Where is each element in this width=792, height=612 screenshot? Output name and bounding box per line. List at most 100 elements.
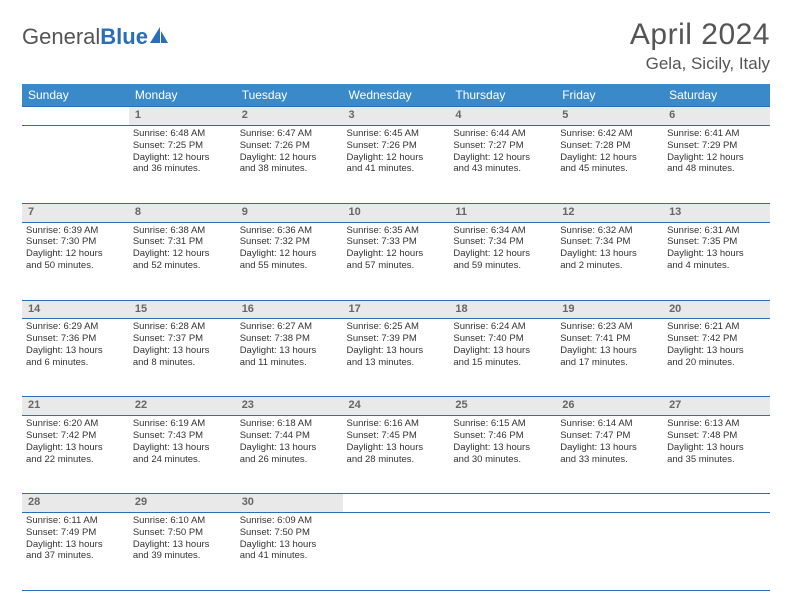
daylight-line: and 37 minutes. <box>26 550 125 562</box>
day-cell: Sunrise: 6:11 AMSunset: 7:49 PMDaylight:… <box>22 512 129 590</box>
logo-sail-icon <box>148 25 170 50</box>
sunrise-line: Sunrise: 6:21 AM <box>667 321 766 333</box>
logo: GeneralBlue <box>22 18 170 50</box>
sunrise-line: Sunrise: 6:24 AM <box>453 321 552 333</box>
day-number: 6 <box>663 107 770 126</box>
day-number: 9 <box>236 203 343 222</box>
day-number: 7 <box>22 203 129 222</box>
sunset-line: Sunset: 7:48 PM <box>667 430 766 442</box>
sunrise-line: Sunrise: 6:36 AM <box>240 225 339 237</box>
weekday-header: Monday <box>129 84 236 107</box>
daylight-line: and 36 minutes. <box>133 163 232 175</box>
day-number <box>22 107 129 126</box>
daylight-line: Daylight: 13 hours <box>133 539 232 551</box>
day-content-row: Sunrise: 6:48 AMSunset: 7:25 PMDaylight:… <box>22 125 770 203</box>
day-number-row: 21222324252627 <box>22 397 770 416</box>
sunset-line: Sunset: 7:27 PM <box>453 140 552 152</box>
sunset-line: Sunset: 7:42 PM <box>667 333 766 345</box>
weekday-header-row: SundayMondayTuesdayWednesdayThursdayFrid… <box>22 84 770 107</box>
sunset-line: Sunset: 7:26 PM <box>240 140 339 152</box>
sunset-line: Sunset: 7:34 PM <box>453 236 552 248</box>
day-cell: Sunrise: 6:27 AMSunset: 7:38 PMDaylight:… <box>236 319 343 397</box>
day-number-row: 123456 <box>22 107 770 126</box>
day-cell: Sunrise: 6:21 AMSunset: 7:42 PMDaylight:… <box>663 319 770 397</box>
daylight-line: Daylight: 13 hours <box>667 248 766 260</box>
weekday-header: Tuesday <box>236 84 343 107</box>
day-number: 13 <box>663 203 770 222</box>
month-title: April 2024 <box>630 18 770 52</box>
day-number: 22 <box>129 397 236 416</box>
day-cell: Sunrise: 6:20 AMSunset: 7:42 PMDaylight:… <box>22 416 129 494</box>
day-number: 25 <box>449 397 556 416</box>
logo-text: GeneralBlue <box>22 24 148 50</box>
daylight-line: and 59 minutes. <box>453 260 552 272</box>
daylight-line: Daylight: 13 hours <box>453 442 552 454</box>
daylight-line: Daylight: 12 hours <box>453 152 552 164</box>
header: GeneralBlue April 2024 Gela, Sicily, Ita… <box>22 18 770 74</box>
day-number: 23 <box>236 397 343 416</box>
sunrise-line: Sunrise: 6:18 AM <box>240 418 339 430</box>
day-cell <box>663 512 770 590</box>
daylight-line: Daylight: 12 hours <box>667 152 766 164</box>
sunrise-line: Sunrise: 6:09 AM <box>240 515 339 527</box>
day-number: 5 <box>556 107 663 126</box>
daylight-line: Daylight: 13 hours <box>667 442 766 454</box>
day-number: 19 <box>556 300 663 319</box>
day-content-row: Sunrise: 6:39 AMSunset: 7:30 PMDaylight:… <box>22 222 770 300</box>
daylight-line: Daylight: 12 hours <box>560 152 659 164</box>
day-cell: Sunrise: 6:09 AMSunset: 7:50 PMDaylight:… <box>236 512 343 590</box>
day-number: 12 <box>556 203 663 222</box>
day-cell <box>22 125 129 203</box>
daylight-line: and 45 minutes. <box>560 163 659 175</box>
day-number <box>343 494 450 513</box>
title-block: April 2024 Gela, Sicily, Italy <box>630 18 770 74</box>
daylight-line: Daylight: 13 hours <box>26 345 125 357</box>
location: Gela, Sicily, Italy <box>630 54 770 74</box>
sunset-line: Sunset: 7:43 PM <box>133 430 232 442</box>
sunrise-line: Sunrise: 6:32 AM <box>560 225 659 237</box>
day-content-row: Sunrise: 6:11 AMSunset: 7:49 PMDaylight:… <box>22 512 770 590</box>
daylight-line: Daylight: 13 hours <box>240 539 339 551</box>
day-number: 24 <box>343 397 450 416</box>
sunrise-line: Sunrise: 6:29 AM <box>26 321 125 333</box>
sunset-line: Sunset: 7:44 PM <box>240 430 339 442</box>
day-cell: Sunrise: 6:28 AMSunset: 7:37 PMDaylight:… <box>129 319 236 397</box>
day-cell: Sunrise: 6:23 AMSunset: 7:41 PMDaylight:… <box>556 319 663 397</box>
day-cell: Sunrise: 6:47 AMSunset: 7:26 PMDaylight:… <box>236 125 343 203</box>
day-cell <box>556 512 663 590</box>
weekday-header: Thursday <box>449 84 556 107</box>
daylight-line: Daylight: 12 hours <box>453 248 552 260</box>
day-number: 20 <box>663 300 770 319</box>
daylight-line: Daylight: 13 hours <box>667 345 766 357</box>
sunrise-line: Sunrise: 6:48 AM <box>133 128 232 140</box>
day-number: 29 <box>129 494 236 513</box>
sunrise-line: Sunrise: 6:35 AM <box>347 225 446 237</box>
day-number: 17 <box>343 300 450 319</box>
daylight-line: Daylight: 12 hours <box>133 152 232 164</box>
day-number-row: 78910111213 <box>22 203 770 222</box>
daylight-line: Daylight: 12 hours <box>133 248 232 260</box>
day-number: 28 <box>22 494 129 513</box>
sunrise-line: Sunrise: 6:11 AM <box>26 515 125 527</box>
day-number <box>556 494 663 513</box>
day-number: 27 <box>663 397 770 416</box>
day-cell: Sunrise: 6:48 AMSunset: 7:25 PMDaylight:… <box>129 125 236 203</box>
daylight-line: Daylight: 13 hours <box>560 248 659 260</box>
day-cell: Sunrise: 6:39 AMSunset: 7:30 PMDaylight:… <box>22 222 129 300</box>
day-number: 14 <box>22 300 129 319</box>
daylight-line: and 55 minutes. <box>240 260 339 272</box>
sunset-line: Sunset: 7:36 PM <box>26 333 125 345</box>
daylight-line: Daylight: 13 hours <box>560 345 659 357</box>
daylight-line: Daylight: 13 hours <box>453 345 552 357</box>
daylight-line: Daylight: 12 hours <box>347 248 446 260</box>
day-cell: Sunrise: 6:24 AMSunset: 7:40 PMDaylight:… <box>449 319 556 397</box>
daylight-line: and 17 minutes. <box>560 357 659 369</box>
daylight-line: and 30 minutes. <box>453 454 552 466</box>
daylight-line: and 6 minutes. <box>26 357 125 369</box>
daylight-line: and 4 minutes. <box>667 260 766 272</box>
sunset-line: Sunset: 7:41 PM <box>560 333 659 345</box>
sunset-line: Sunset: 7:32 PM <box>240 236 339 248</box>
day-number-row: 282930 <box>22 494 770 513</box>
daylight-line: and 50 minutes. <box>26 260 125 272</box>
day-cell: Sunrise: 6:45 AMSunset: 7:26 PMDaylight:… <box>343 125 450 203</box>
